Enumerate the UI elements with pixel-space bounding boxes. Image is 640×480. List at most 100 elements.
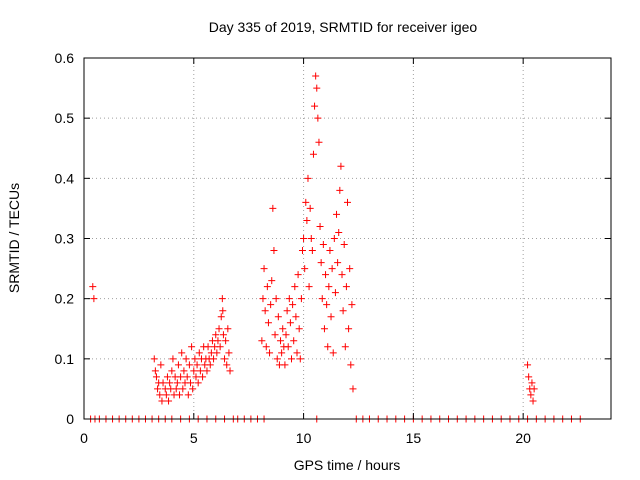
data-point	[166, 379, 174, 387]
data-point	[174, 361, 182, 369]
data-point	[298, 247, 306, 255]
data-point	[317, 259, 325, 267]
data-point	[311, 102, 319, 110]
y-tick-label: 0.6	[55, 50, 75, 66]
data-point	[196, 367, 204, 375]
data-point	[286, 319, 294, 327]
data-point	[159, 379, 167, 387]
data-point	[213, 349, 221, 357]
data-point	[301, 265, 309, 273]
data-point	[528, 379, 536, 387]
data-point	[188, 343, 196, 351]
data-point	[269, 204, 277, 212]
data-point	[268, 277, 276, 285]
data-point	[216, 343, 224, 351]
data-point	[524, 361, 532, 369]
data-point	[273, 355, 281, 363]
data-point	[258, 337, 266, 345]
data-point	[270, 247, 278, 255]
data-point	[338, 271, 346, 279]
data-point	[194, 379, 202, 387]
data-points	[87, 72, 584, 423]
data-point	[180, 367, 188, 375]
data-point	[328, 265, 336, 273]
data-point	[184, 391, 192, 399]
data-point	[295, 325, 303, 333]
data-point	[305, 283, 313, 291]
data-point	[309, 150, 317, 158]
data-point	[347, 361, 355, 369]
data-point	[267, 301, 275, 309]
data-point	[90, 295, 98, 303]
data-point	[176, 391, 184, 399]
data-point	[322, 271, 330, 279]
data-point	[271, 331, 279, 339]
data-point	[163, 373, 171, 381]
data-point	[319, 241, 327, 249]
data-point	[217, 313, 225, 321]
data-point	[346, 265, 354, 273]
data-point	[152, 373, 160, 381]
y-axis-label: SRMTID / TECUs	[6, 183, 22, 293]
data-point	[296, 355, 304, 363]
data-point	[172, 385, 180, 393]
data-point	[330, 235, 338, 242]
data-point	[185, 361, 193, 369]
data-point	[192, 373, 200, 381]
data-point	[183, 373, 191, 381]
data-point	[341, 343, 349, 351]
data-point	[178, 349, 186, 357]
data-point	[199, 373, 207, 381]
data-point	[277, 337, 285, 345]
data-point	[150, 355, 158, 363]
data-point	[315, 138, 323, 146]
data-point	[303, 216, 311, 224]
y-tick-label: 0.5	[55, 110, 75, 126]
data-point	[304, 174, 312, 182]
data-point	[290, 337, 298, 345]
data-point	[168, 367, 176, 375]
data-point	[336, 186, 344, 194]
data-point	[325, 283, 333, 291]
data-point	[186, 379, 194, 387]
data-point	[306, 204, 314, 212]
data-point	[344, 198, 351, 206]
data-point	[263, 283, 271, 291]
data-point	[278, 349, 286, 357]
data-point	[312, 72, 320, 80]
data-point	[294, 271, 302, 279]
data-point	[324, 343, 332, 351]
data-point	[326, 247, 334, 255]
data-point	[272, 295, 280, 303]
data-point	[300, 235, 308, 242]
data-point	[281, 361, 289, 369]
y-tick-label: 0	[66, 411, 74, 427]
data-point	[525, 373, 533, 381]
data-point	[223, 361, 231, 369]
data-point	[348, 301, 356, 309]
data-point	[162, 391, 170, 399]
data-point	[349, 385, 357, 393]
data-point	[204, 343, 212, 351]
data-point	[342, 283, 350, 291]
data-point	[297, 295, 305, 303]
data-point	[190, 367, 198, 375]
axis-ticks: 0 0.1 0.2 0.3 0.4 0.5 0.6 0 5 10 15 20	[55, 50, 611, 446]
data-point	[225, 349, 233, 357]
data-point	[221, 355, 229, 363]
data-point	[154, 385, 162, 393]
data-point	[222, 337, 230, 345]
data-point	[316, 222, 324, 230]
data-point	[329, 349, 337, 357]
data-point	[264, 319, 272, 327]
chart-title: Day 335 of 2019, SRMTID for receiver ige…	[209, 19, 478, 35]
data-point	[279, 325, 287, 333]
data-point	[293, 349, 301, 357]
data-point	[308, 247, 316, 255]
data-point	[182, 355, 190, 363]
data-point	[89, 283, 97, 291]
x-tick-label: 20	[515, 430, 531, 446]
data-point	[527, 391, 535, 399]
data-point	[320, 325, 328, 333]
